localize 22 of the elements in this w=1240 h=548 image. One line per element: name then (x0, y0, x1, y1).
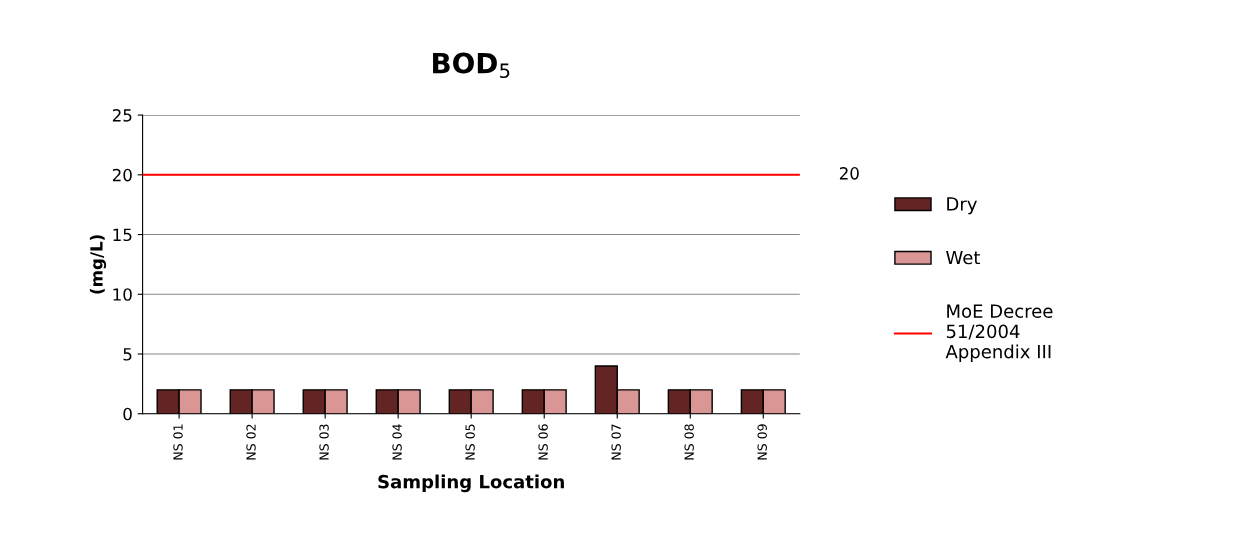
x-tick-label: NS 03 (319, 424, 329, 460)
x-tick-label: NS 02 (246, 424, 256, 460)
y-tick-label: 0 (123, 407, 132, 421)
y-tick-label: 20 (112, 168, 132, 182)
y-tick-label: 10 (113, 288, 132, 301)
y-tick-label: 5 (123, 348, 132, 361)
x-tick-label: NS 05 (465, 424, 475, 460)
text: 20 (839, 167, 859, 180)
x-tick-label: NS 01 (173, 424, 183, 460)
chart-title: BOD$_{5}$ (433, 52, 510, 79)
legend-label: Dry (947, 197, 977, 215)
x-tick-label: NS 04 (392, 424, 402, 460)
legend-label: MoE Decree 51/2004 Appendix III (945, 304, 1053, 362)
y-tick-label: 15 (113, 228, 132, 242)
y-tick-label: 25 (112, 109, 132, 122)
y-axis-title: (mg/L) (89, 235, 107, 294)
x-tick-label: NS 06 (538, 424, 548, 460)
x-axis-title: Sampling Location (378, 474, 564, 493)
x-tick-label: NS 08 (684, 424, 694, 460)
x-tick-label: NS 09 (757, 424, 767, 460)
x-tick-label: NS 07 (611, 424, 621, 460)
legend-label: Wet (946, 250, 981, 265)
